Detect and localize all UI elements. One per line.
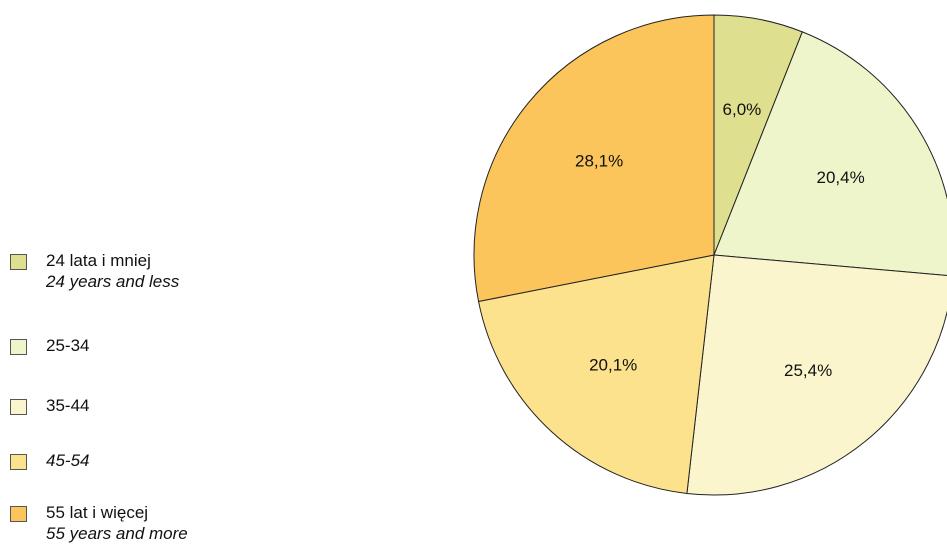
slice-value-label: 20,1% bbox=[589, 355, 637, 374]
pie-slice bbox=[686, 254, 947, 496]
legend-label: 35-44 bbox=[46, 396, 90, 415]
legend: 24 lata i mniej 24 years and less 25-34 … bbox=[10, 250, 310, 550]
pie-slice bbox=[713, 31, 947, 277]
legend-sublabel: 55 years and more bbox=[46, 524, 188, 543]
legend-label: 55 lat i więcej bbox=[46, 503, 149, 522]
legend-label: 24 lata i mniej bbox=[46, 251, 151, 270]
legend-swatch bbox=[10, 399, 27, 415]
slice-value-label: 6,0% bbox=[723, 100, 762, 119]
pie-slice bbox=[473, 14, 715, 303]
legend-label: 25-34 bbox=[46, 336, 90, 355]
legend-swatch bbox=[10, 339, 27, 355]
legend-label: 45-54 bbox=[46, 451, 90, 470]
slice-value-label: 25,4% bbox=[784, 361, 832, 380]
legend-swatch bbox=[10, 506, 27, 522]
slice-value-label: 20,4% bbox=[816, 168, 864, 187]
legend-swatch bbox=[10, 454, 27, 470]
slice-value-label: 28,1% bbox=[575, 152, 623, 171]
legend-swatch bbox=[10, 254, 27, 270]
pie-slice bbox=[477, 254, 715, 495]
legend-sublabel: 24 years and less bbox=[46, 272, 180, 291]
